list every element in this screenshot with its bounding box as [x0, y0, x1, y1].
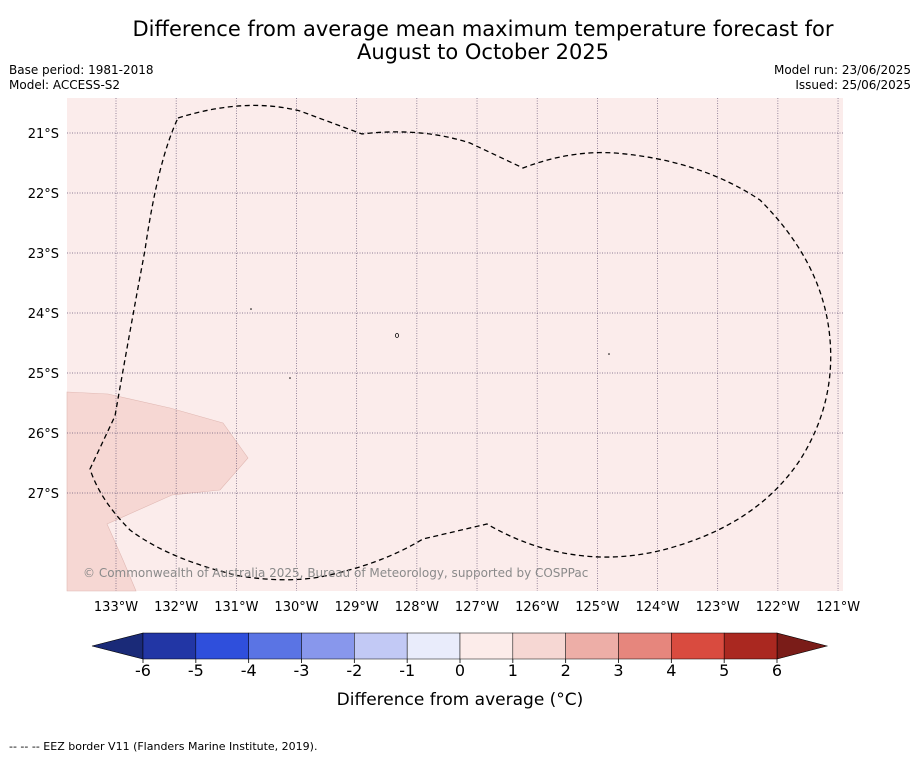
- longitude-label: 129°W: [335, 600, 379, 615]
- colorbar-over-arrow: [776, 632, 829, 660]
- model-name: Model: ACCESS-S2: [9, 78, 121, 92]
- copyright-notice: © Commonwealth of Australia 2025, Bureau…: [83, 566, 588, 580]
- colorbar-tick-label: 2: [561, 661, 571, 680]
- base-period: Base period: 1981-2018: [9, 63, 154, 77]
- colorbar-segment: [301, 632, 355, 660]
- latitude-label: 26°S: [28, 427, 59, 442]
- colorbar-segment: [459, 632, 514, 660]
- colorbar-segment: [195, 632, 249, 660]
- latitude-label: 21°S: [28, 127, 59, 142]
- colorbar-label: Difference from average (°C): [337, 690, 584, 710]
- longitude-label: 121°W: [816, 600, 860, 615]
- anomaly-region-1-to-2: [66, 391, 249, 592]
- colorbar-tick-label: -2: [346, 661, 362, 680]
- colorbar-segment: [618, 632, 672, 660]
- longitude-label: 125°W: [575, 600, 619, 615]
- longitude-label: 123°W: [696, 600, 740, 615]
- longitude-label: 131°W: [214, 600, 258, 615]
- title-line-1: Difference from average mean maximum tem…: [132, 17, 834, 41]
- colorbar-segment: [406, 632, 461, 660]
- longitude-label: 133°W: [94, 600, 138, 615]
- colorbar-tick-label: 5: [719, 661, 729, 680]
- colorbar-segment: [248, 632, 302, 660]
- longitude-label: 132°W: [154, 600, 198, 615]
- island-marker: [394, 333, 399, 338]
- longitude-axis: 133°W 132°W 131°W 130°W 129°W 128°W 127°W 126°W…: [94, 600, 860, 615]
- colorbar-tick-label: -3: [294, 661, 310, 680]
- longitude-label: 126°W: [515, 600, 559, 615]
- latitude-label: 23°S: [28, 247, 59, 262]
- longitude-label: 127°W: [455, 600, 499, 615]
- longitude-label: 122°W: [756, 600, 800, 615]
- colorbar-segment: [142, 632, 197, 660]
- forecast-map: © Commonwealth of Australia 2025, Bureau…: [28, 98, 860, 710]
- latitude-label: 22°S: [28, 187, 59, 202]
- colorbar-tick-label: -4: [241, 661, 257, 680]
- colorbar-tick-label: 3: [613, 661, 623, 680]
- run-info: Model run: 23/06/2025 Issued: 25/06/2025: [774, 63, 911, 93]
- colorbar-segment: [512, 632, 566, 660]
- map-title: Difference from average mean maximum tem…: [0, 18, 919, 64]
- longitude-label: 128°W: [395, 600, 439, 615]
- model-run-date: Model run: 23/06/2025: [773, 63, 911, 77]
- colorbar-tick-label: -6: [135, 661, 151, 680]
- map-area: [67, 98, 843, 591]
- colorbar-segment: [354, 632, 408, 660]
- island-marker: [250, 308, 252, 310]
- latitude-label: 25°S: [28, 367, 59, 382]
- colorbar-tick-label: -1: [399, 661, 415, 680]
- colorbar-tick-label: 1: [508, 661, 518, 680]
- latitude-label: 27°S: [28, 487, 59, 502]
- colorbar-tick-label: -5: [188, 661, 204, 680]
- latitude-axis: 21°S 22°S 23°S 24°S 25°S 26°S 27°S: [28, 127, 59, 502]
- colorbar-under-arrow: [91, 632, 144, 660]
- colorbar-tick-label: 6: [772, 661, 782, 680]
- colorbar-segment: [671, 632, 725, 660]
- island-marker: [608, 353, 610, 355]
- eez-footnote: -- -- -- EEZ border V11 (Flanders Marine…: [9, 740, 318, 753]
- graticule: [67, 98, 843, 591]
- colorbar-segment: [723, 632, 778, 660]
- base-info: Base period: 1981-2018 Model: ACCESS-S2: [9, 63, 154, 93]
- colorbar: -6 -5 -4 -3 -2 -1 0 1 2 3 4 5 6: [91, 632, 829, 680]
- issued-date: Issued: 25/06/2025: [795, 78, 911, 92]
- colorbar-tick-label: 4: [666, 661, 676, 680]
- colorbar-segment: [565, 632, 619, 660]
- longitude-label: 124°W: [635, 600, 679, 615]
- latitude-label: 24°S: [28, 307, 59, 322]
- longitude-label: 130°W: [274, 600, 318, 615]
- island-marker: [289, 377, 291, 379]
- colorbar-tick-label: 0: [455, 661, 465, 680]
- eez-border: [89, 104, 832, 581]
- title-line-2: August to October 2025: [356, 40, 610, 64]
